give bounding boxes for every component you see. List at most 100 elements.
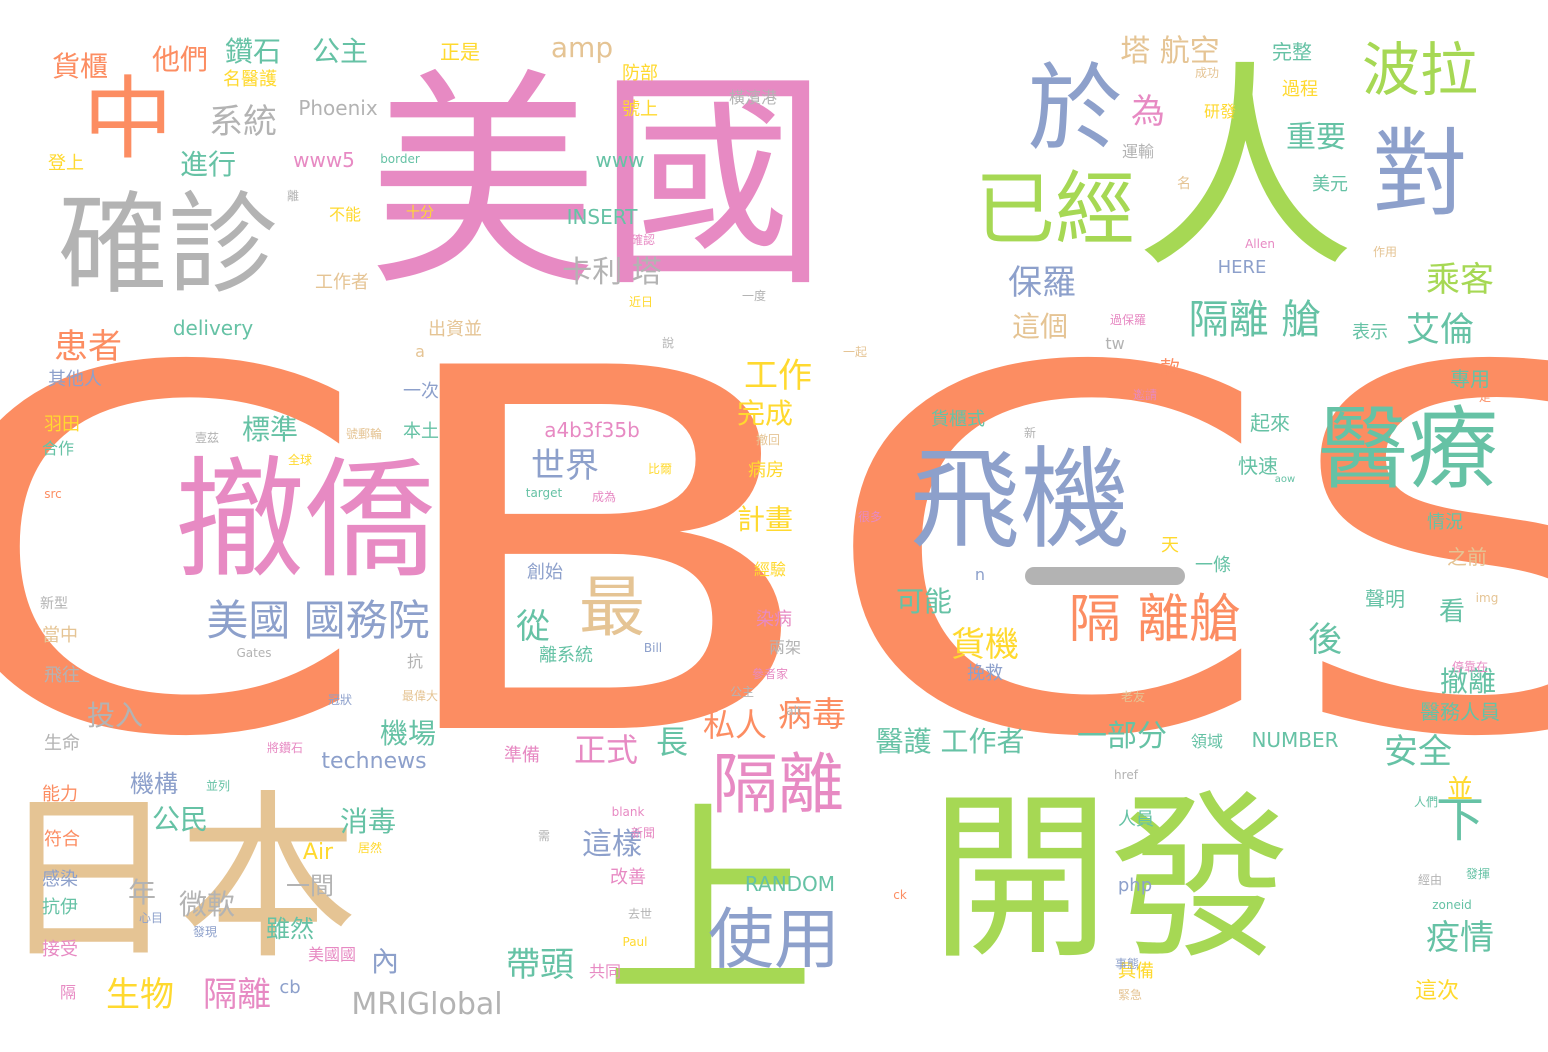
word-shuo: 說 bbox=[661, 336, 675, 350]
word-li: 離 bbox=[286, 189, 300, 203]
word-weiruan: 微軟 bbox=[178, 888, 236, 921]
word-php: php bbox=[1117, 875, 1153, 896]
word-suiran: 雖然 bbox=[266, 915, 314, 943]
word-zheci: 這次 bbox=[1414, 979, 1460, 1004]
word-chenggong: 成功 bbox=[1194, 66, 1220, 80]
word-mingyihu: 名醫護 bbox=[223, 69, 277, 90]
word-yunshu: 運輸 bbox=[1121, 142, 1155, 161]
word-tw: tw bbox=[1105, 334, 1125, 353]
word-air: Air bbox=[302, 840, 334, 865]
word-siren: 私人 bbox=[702, 706, 768, 744]
word-guocheng: 過程 bbox=[1282, 79, 1318, 100]
word-binglie: 並列 bbox=[205, 779, 231, 793]
word-renmen: 人們 bbox=[1413, 795, 1439, 809]
word-xinxing: 新型 bbox=[40, 596, 68, 612]
word-chehui: 撤回 bbox=[755, 433, 781, 447]
word-zheyang: 這樣 bbox=[582, 827, 642, 862]
word-yitiao: 一條 bbox=[1195, 555, 1231, 576]
word-shengming-life: 生命 bbox=[44, 733, 80, 754]
word-yijian: 一間 bbox=[286, 872, 334, 900]
word-qilai: 起來 bbox=[1250, 411, 1290, 435]
word-henduo: 很多 bbox=[857, 510, 883, 524]
word-shengwu: 生物 bbox=[106, 975, 174, 1015]
word-shifen: 十分 bbox=[406, 205, 434, 221]
word-qingkuang: 情況 bbox=[1427, 512, 1463, 533]
word-xinwen: 新聞 bbox=[630, 826, 656, 840]
word-yutian: 羽田 bbox=[44, 414, 80, 435]
word-yihu-gongzuozhe: 醫護 工作者 bbox=[875, 725, 1025, 758]
word-haoshang: 號上 bbox=[622, 99, 658, 120]
word-cbcs: CBCS bbox=[0, 264, 1548, 846]
word-tingkaozai: 停靠在 bbox=[1451, 660, 1489, 674]
word-paul: Paul bbox=[622, 935, 648, 949]
word-faxian: 發現 bbox=[192, 925, 218, 939]
word-target: target bbox=[525, 486, 563, 500]
word-jiangzuanshi: 將鑽石 bbox=[266, 741, 304, 755]
word-aow: aow bbox=[1274, 474, 1296, 485]
word-chuangshi: 創始 bbox=[527, 562, 563, 583]
word-gongzhu-small: 公主 bbox=[729, 685, 755, 699]
word-nengli: 能力 bbox=[42, 784, 78, 805]
word-biaoshi: 表示 bbox=[1352, 322, 1388, 343]
word-huogui: 貨櫃 bbox=[51, 50, 109, 83]
word-ren: 人 bbox=[1134, 42, 1356, 298]
word-yaoqing: 邀請 bbox=[1132, 388, 1158, 402]
word-fuhe: 符合 bbox=[44, 829, 80, 850]
word-jichang: 機場 bbox=[379, 717, 437, 750]
word-lixitong: 離系統 bbox=[539, 645, 593, 666]
word-jingyou: 經由 bbox=[1417, 873, 1443, 887]
word-img: img bbox=[1475, 591, 1499, 605]
word-baoluo: 保羅 bbox=[1008, 263, 1076, 303]
word-wanzheng: 完整 bbox=[1272, 40, 1312, 64]
word-queren: 確認 bbox=[630, 233, 656, 247]
word-feiwang: 飛往 bbox=[44, 665, 80, 686]
word-dengshang: 登上 bbox=[48, 153, 84, 174]
word-here: HERE bbox=[1217, 257, 1267, 278]
word-kali-ta: 卡利 塔 bbox=[562, 255, 662, 290]
word-kaifa: 開發 bbox=[929, 775, 1291, 984]
word-qushi: 去世 bbox=[627, 907, 653, 921]
word-href: href bbox=[1114, 768, 1138, 782]
word-juran: 居然 bbox=[357, 841, 383, 855]
word-insert: INSERT bbox=[566, 205, 638, 229]
word-shengming: 聲明 bbox=[1365, 587, 1405, 611]
word-shijie: 世界 bbox=[531, 446, 599, 486]
word-yiwu-renyuan: 醫務人員 bbox=[1420, 700, 1500, 724]
word-wei: 為 bbox=[1131, 92, 1165, 132]
word-yiliao: 醫療 bbox=[1318, 397, 1498, 502]
word-dangzhong: 當中 bbox=[42, 625, 78, 646]
word-shitai: 事態 bbox=[1114, 957, 1140, 971]
word-lian: 聯 bbox=[1140, 389, 1150, 400]
word-jinxing: 進行 bbox=[179, 148, 237, 181]
word-wancheng: 完成 bbox=[736, 397, 794, 430]
word-yu: 於 bbox=[1027, 54, 1123, 165]
word-bingfang: 病房 bbox=[748, 460, 784, 481]
word-yiqing: 疫情 bbox=[1426, 918, 1494, 958]
word-geli-cang: 隔離 艙 bbox=[1188, 297, 1322, 343]
word-ta-hangkong: 塔 航空 bbox=[1120, 34, 1220, 69]
word-anquan: 安全 bbox=[1384, 732, 1452, 772]
word-zuanshi: 鑽石 bbox=[224, 35, 282, 68]
word-shang: 上 bbox=[604, 782, 816, 1027]
word-canzhejia: 參者家 bbox=[751, 667, 789, 681]
word-bola: 波拉 bbox=[1361, 36, 1479, 104]
word-zhuanyong: 專用 bbox=[1450, 367, 1490, 391]
word-daitou: 帶頭 bbox=[506, 945, 574, 985]
word-gongzuozhe: 工作者 bbox=[315, 272, 369, 293]
word-dui: 對 bbox=[1372, 119, 1468, 230]
word-yijing: 已經 bbox=[975, 163, 1135, 256]
word-bingdu: 病毒 bbox=[778, 695, 846, 735]
word-yibufen: 一部分 bbox=[1077, 719, 1167, 754]
word-qitaren: 其他人 bbox=[48, 369, 102, 390]
word-gates: Gates bbox=[236, 646, 272, 660]
word-xu: 需 bbox=[537, 829, 551, 843]
word-bill: Bill bbox=[643, 641, 663, 655]
word-src: src bbox=[44, 487, 62, 501]
word-tamen: 他們 bbox=[151, 43, 209, 76]
word-huanzhe: 患者 bbox=[54, 327, 122, 367]
word-jihua: 計畫 bbox=[736, 503, 794, 536]
word-amp: amp bbox=[550, 31, 614, 64]
word-chuzibing: 出資並 bbox=[428, 319, 482, 340]
word-cb: cb bbox=[279, 977, 301, 998]
word-blank: blank bbox=[611, 805, 645, 819]
